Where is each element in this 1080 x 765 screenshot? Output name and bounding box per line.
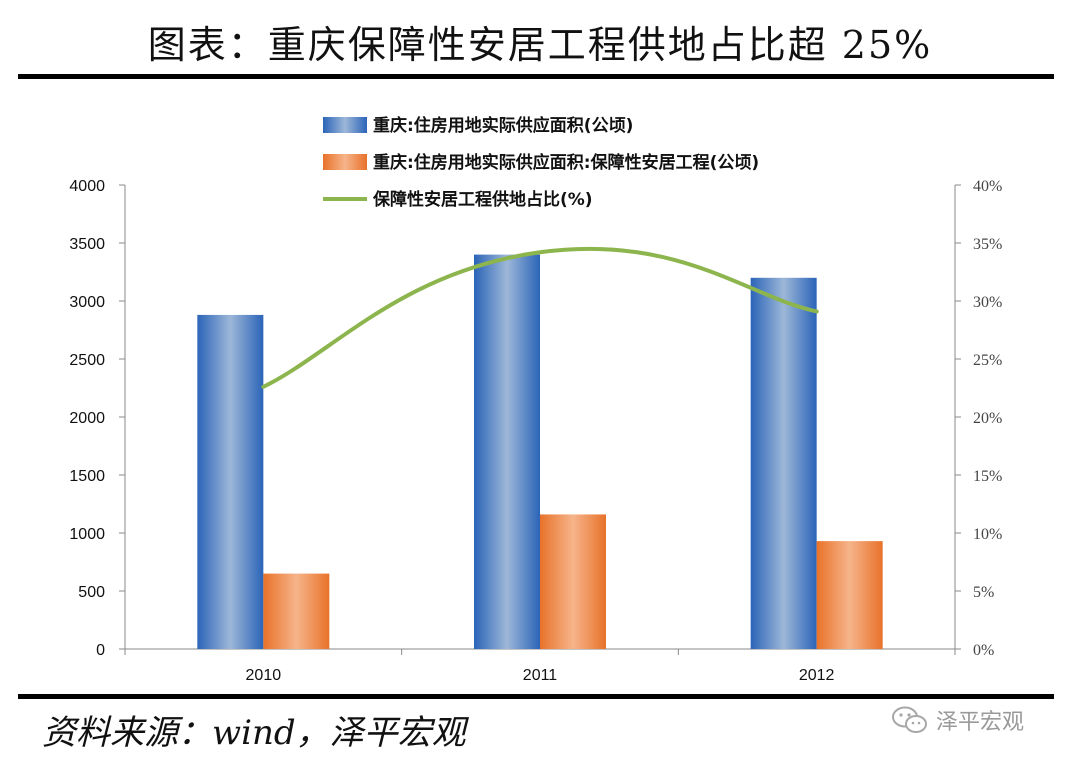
watermark: 泽平宏观 [890, 702, 1024, 738]
bar-total-supply [197, 314, 264, 649]
legend-swatch [323, 154, 367, 170]
legend-label: 保障性安居工程供地占比(%) [372, 189, 593, 210]
left-tick-label: 4000 [69, 178, 105, 195]
source-note: 资料来源：wind，泽平宏观 [42, 713, 466, 753]
x-tick-label: 2011 [523, 667, 558, 684]
wechat-icon [892, 706, 927, 733]
bar-total-supply [750, 277, 817, 649]
bar-affordable-housing [540, 514, 606, 649]
axes: 0 500 1000 1500 2000 2500 3000 3500 4000 0% 5% 10% 1… [69, 178, 1002, 684]
legend-label: 重庆:住房用地实际供应面积:保障性安居工程(公顷) [373, 152, 759, 173]
left-tick-label: 2500 [69, 352, 105, 369]
right-tick-label: 15% [973, 468, 1002, 485]
chart: 0 500 1000 1500 2000 2500 3000 3500 4000 0% 5% 10% 1… [69, 115, 1002, 684]
chart-title: 图表：重庆保障性安居工程供地占比超 25% [147, 23, 933, 67]
right-tick-label: 35% [973, 236, 1002, 253]
ratio-line-layer [261, 246, 819, 389]
x-tick-label: 2010 [246, 667, 282, 684]
bar-affordable-housing [263, 573, 330, 649]
legend-label: 重庆:住房用地实际供应面积(公顷) [373, 115, 633, 136]
bars [197, 254, 883, 649]
left-tick-label: 1000 [69, 526, 105, 543]
right-tick-label: 30% [973, 294, 1002, 311]
x-tick-label: 2012 [799, 667, 835, 684]
right-tick-label: 10% [973, 526, 1002, 543]
right-tick-label: 0% [973, 642, 994, 659]
top-rule [18, 74, 1054, 79]
bottom-rule [18, 694, 1054, 699]
watermark-text: 泽平宏观 [936, 710, 1025, 735]
left-tick-label: 3000 [69, 294, 105, 311]
bar-affordable-housing [816, 541, 883, 649]
legend-swatch [323, 117, 367, 133]
left-tick-label: 0 [96, 642, 105, 659]
left-tick-label: 500 [78, 584, 105, 601]
right-tick-label: 5% [973, 584, 994, 601]
left-tick-label: 1500 [69, 468, 105, 485]
left-tick-label: 2000 [69, 410, 105, 427]
left-tick-label: 3500 [69, 236, 105, 253]
right-tick-label: 40% [973, 178, 1002, 195]
right-tick-label: 20% [973, 410, 1002, 427]
bar-total-supply [474, 254, 540, 649]
legend: 重庆:住房用地实际供应面积(公顷) 重庆:住房用地实际供应面积:保障性安居工程(公… [323, 115, 759, 210]
right-tick-label: 25% [973, 352, 1002, 369]
